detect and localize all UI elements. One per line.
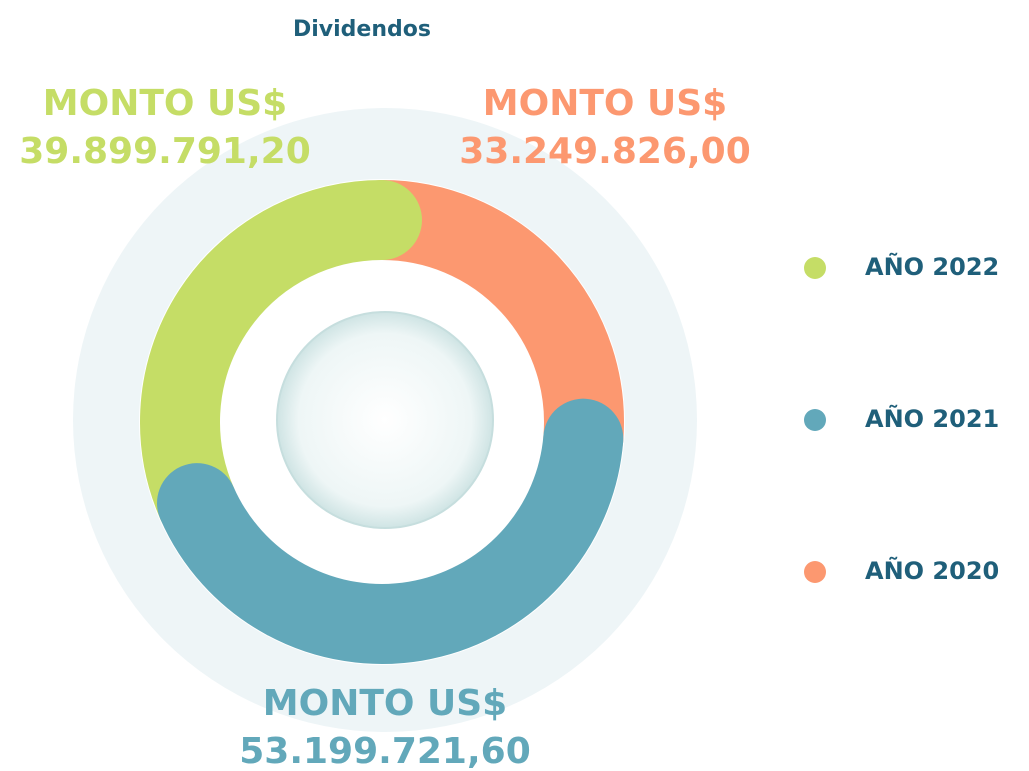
legend-swatch (804, 561, 826, 583)
chart-title: Dividendos (293, 17, 431, 42)
value-label: 53.199.721,60 (239, 731, 531, 771)
donut-segment (157, 398, 624, 664)
donut-segment (342, 180, 624, 479)
value-label: 39.899.791,20 (19, 131, 311, 172)
value-label: 33.249.826,00 (459, 131, 751, 172)
label-prefix: MONTO US$ (43, 83, 287, 124)
donut-segment (140, 180, 422, 544)
legend-label: AÑO 2022 (865, 252, 999, 281)
label-prefix: MONTO US$ (483, 83, 727, 124)
center-glass (276, 311, 494, 529)
legend-swatch (804, 409, 826, 431)
legend-swatch (804, 257, 826, 279)
legend-label: AÑO 2021 (865, 404, 999, 433)
label-prefix: MONTO US$ (263, 683, 507, 724)
legend-label: AÑO 2020 (865, 556, 999, 585)
